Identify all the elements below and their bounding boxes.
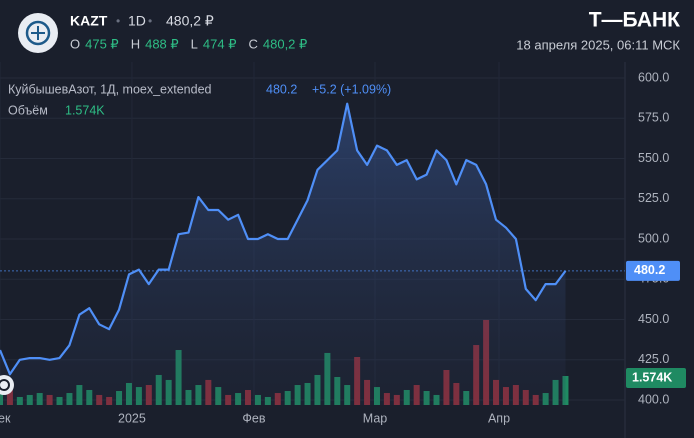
separator: • xyxy=(116,14,120,28)
y-tick-label: 525.0 xyxy=(638,191,669,205)
plot xyxy=(0,102,569,405)
y-tick-label: 500.0 xyxy=(638,231,669,245)
volume-legend-value: 1.574K xyxy=(65,103,105,117)
y-tick-label: 575.0 xyxy=(638,111,669,125)
last-price-label: 480.2 xyxy=(634,263,665,277)
y-tick-label: 400.0 xyxy=(638,392,669,406)
ohlc-value: 475 ₽ xyxy=(85,36,119,51)
ohlc-label: O xyxy=(70,36,80,51)
y-tick-label: 550.0 xyxy=(638,151,669,165)
y-tick-label: 425.0 xyxy=(638,352,669,366)
logo xyxy=(18,13,58,53)
ohlc-value: 480,2 ₽ xyxy=(263,36,307,51)
ohlc-label: C xyxy=(248,36,257,51)
ticker: KAZT xyxy=(70,13,108,29)
ohlc-label: H xyxy=(131,36,140,51)
legend-name: КуйбышевАзот, 1Д, moex_extended xyxy=(8,82,212,96)
x-tick-label: Мар xyxy=(363,411,388,425)
price-line xyxy=(0,102,567,376)
last-volume-tag xyxy=(626,368,686,388)
brand: Т—БАНК xyxy=(589,9,680,32)
axis: 400.0425.0450.0475.0500.0525.0550.0575.0… xyxy=(0,70,669,425)
ohlc: O 475 ₽ H 488 ₽ L 474 ₽ C 480,2 ₽ xyxy=(70,36,307,51)
ohlc-label: L xyxy=(191,36,198,51)
price: 480,2 ₽ xyxy=(166,13,214,29)
reset-button[interactable] xyxy=(0,375,14,395)
separator: • xyxy=(148,14,152,28)
price-area xyxy=(0,103,566,405)
y-tick-label: 600.0 xyxy=(638,70,669,84)
x-tick-label: Дек xyxy=(0,411,11,425)
legend-change: +5.2 (+1.09%) xyxy=(312,82,391,96)
ohlc-value: 474 ₽ xyxy=(203,36,237,51)
x-tick-label: Фев xyxy=(242,411,265,425)
datetime: 18 апреля 2025, 06:11 МСК xyxy=(516,37,680,52)
legend-last: 480.2 xyxy=(266,82,297,96)
x-tick-label: Апр xyxy=(488,411,510,425)
last-volume-label: 1.574K xyxy=(632,370,672,384)
last-price-tag xyxy=(626,260,680,281)
volume-legend-name: Объём xyxy=(8,103,48,117)
x-tick-label: 2025 xyxy=(118,411,146,425)
interval: 1D xyxy=(128,13,146,29)
ohlc-value: 488 ₽ xyxy=(145,36,179,51)
y-tick-label: 450.0 xyxy=(638,312,669,326)
